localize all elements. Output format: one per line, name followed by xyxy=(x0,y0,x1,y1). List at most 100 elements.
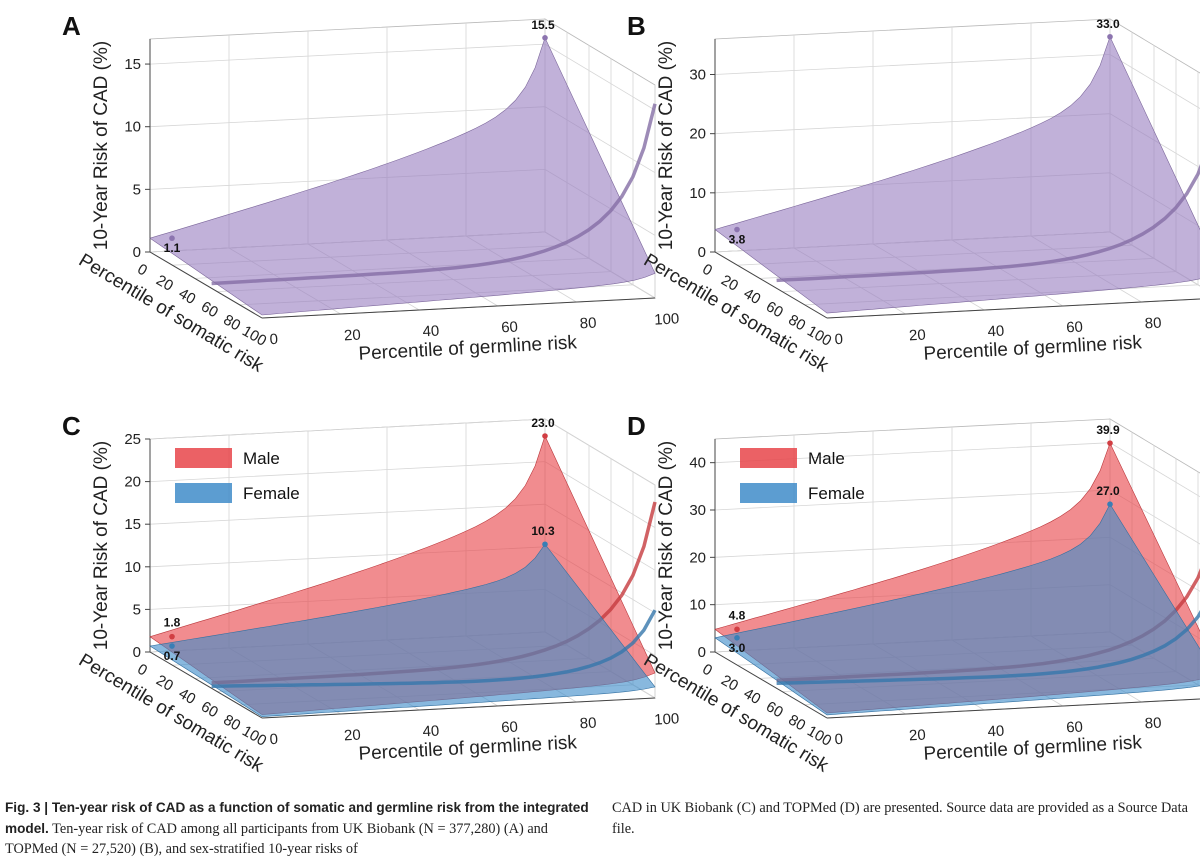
z-tick-label: 10 xyxy=(124,119,141,136)
max-value-label: 23.0 xyxy=(531,416,555,430)
surface-all xyxy=(714,36,1200,314)
legend-label-female: Female xyxy=(808,484,865,503)
max-point-marker xyxy=(542,34,548,41)
germline-tick-label: 80 xyxy=(579,315,597,333)
germline-tick-label: 80 xyxy=(1144,315,1162,333)
germline-tick-label: 60 xyxy=(1066,319,1084,337)
panel-label-d: D xyxy=(627,411,646,441)
germline-tick-label: 20 xyxy=(344,327,362,345)
germline-axis-title: Percentile of germline risk xyxy=(358,732,578,764)
min-point-marker xyxy=(734,635,740,641)
z-tick-label: 0 xyxy=(698,644,706,661)
max-point-marker xyxy=(1107,501,1113,507)
germline-tick-label: 60 xyxy=(1066,719,1084,737)
min-value-label: 4.8 xyxy=(729,608,746,622)
somatic-tick-label: 60 xyxy=(763,698,786,721)
max-point-marker xyxy=(1107,33,1113,40)
min-value-label: 1.8 xyxy=(164,616,181,630)
somatic-tick-label: 0 xyxy=(134,261,150,280)
surface-all xyxy=(149,36,656,316)
germline-tick-label: 40 xyxy=(422,723,440,741)
z-tick-label: 20 xyxy=(124,474,141,491)
somatic-axis-line xyxy=(149,251,263,319)
legend-label-male: Male xyxy=(808,449,845,468)
z-tick-label: 40 xyxy=(689,455,706,472)
z-tick-label: 30 xyxy=(689,502,706,519)
germline-tick-label: 0 xyxy=(834,731,843,748)
germline-tick-label: 60 xyxy=(501,719,519,737)
legend-label-male: Male xyxy=(243,449,280,468)
somatic-tick-label: 40 xyxy=(176,285,199,308)
germline-tick-label: 0 xyxy=(269,331,278,348)
figure-caption: Fig. 3 | Ten-year risk of CAD as a funct… xyxy=(5,798,1195,860)
germline-axis-line xyxy=(261,697,656,719)
caption-right-column: CAD in UK Biobank (C) and TOPMed (D) are… xyxy=(612,798,1195,839)
z-tick-label: 15 xyxy=(124,516,141,533)
max-point-marker xyxy=(1107,440,1113,446)
germline-tick-label: 40 xyxy=(987,323,1005,341)
germline-axis-line xyxy=(826,298,1200,319)
min-value-label: 3.8 xyxy=(729,233,746,247)
somatic-tick-label: 40 xyxy=(176,685,199,708)
caption-right-text: CAD in UK Biobank (C) and TOPMed (D) are… xyxy=(612,800,1188,837)
surface-female xyxy=(714,503,1200,716)
max-value-label: 39.9 xyxy=(1096,423,1120,437)
legend-swatch-female xyxy=(175,483,232,503)
germline-tick-label: 40 xyxy=(987,723,1005,741)
somatic-tick-label: 20 xyxy=(718,272,741,295)
germline-tick-label: 20 xyxy=(909,727,927,745)
min-value-label: 3.0 xyxy=(729,641,746,655)
z-tick-label: 25 xyxy=(124,431,141,448)
surface-ridge-all xyxy=(776,164,1200,283)
z-axis-title: 10-Year Risk of CAD (%) xyxy=(91,41,112,250)
min-value-label: 0.7 xyxy=(164,649,181,663)
max-value-label: 33.0 xyxy=(1096,17,1120,31)
germline-tick-label: 60 xyxy=(501,319,519,337)
legend-label-female: Female xyxy=(243,484,300,503)
somatic-tick-label: 80 xyxy=(220,311,243,334)
max-value-label: 15.5 xyxy=(531,18,555,32)
caption-title: Ten-year risk of CAD as a function of so… xyxy=(5,800,589,836)
somatic-axis-line xyxy=(714,651,828,719)
somatic-tick-label: 60 xyxy=(198,298,221,321)
somatic-tick-label: 20 xyxy=(718,672,741,695)
min-point-marker xyxy=(734,626,740,633)
surface-ridge-all xyxy=(211,103,657,286)
panel-label-b: B xyxy=(627,11,646,41)
z-tick-label: 5 xyxy=(133,601,141,618)
germline-axis-title: Percentile of germline risk xyxy=(923,332,1143,364)
germline-axis-title: Percentile of germline risk xyxy=(358,332,578,364)
legend-swatch-female xyxy=(740,483,797,503)
figure-panels: A 0 5 10 15 10-Year Risk of CAD (%) 0 20 40 60 80 1… xyxy=(62,11,1200,777)
somatic-tick-label: 20 xyxy=(153,272,176,295)
min-point-marker xyxy=(169,235,175,242)
z-tick-label: 5 xyxy=(133,181,141,198)
germline-axis-line xyxy=(826,698,1200,719)
germline-tick-label: 40 xyxy=(422,323,440,341)
min-point-marker xyxy=(169,643,175,649)
somatic-tick-label: 0 xyxy=(699,661,715,680)
somatic-tick-label: 40 xyxy=(741,685,764,708)
germline-axis-line xyxy=(261,297,656,319)
z-tick-label: 0 xyxy=(698,244,706,261)
z-tick-label: 30 xyxy=(689,67,706,84)
z-tick-label: 15 xyxy=(124,56,141,73)
panel-label-c: C xyxy=(62,411,81,441)
germline-tick-label: 80 xyxy=(1144,715,1162,733)
z-tick-label: 0 xyxy=(133,244,141,261)
max-point-marker xyxy=(542,433,548,439)
max-value-label: 10.3 xyxy=(531,524,555,538)
z-axis-title: 10-Year Risk of CAD (%) xyxy=(656,441,677,650)
somatic-tick-label: 0 xyxy=(134,661,150,680)
z-tick-label: 20 xyxy=(689,549,706,566)
z-tick-label: 10 xyxy=(689,185,706,202)
max-point-marker xyxy=(542,541,548,548)
somatic-tick-label: 80 xyxy=(785,711,808,734)
panel-label-a: A xyxy=(62,11,81,41)
z-axis-title: 10-Year Risk of CAD (%) xyxy=(656,41,677,250)
surface-female xyxy=(149,543,656,718)
caption-separator: | xyxy=(40,800,52,815)
